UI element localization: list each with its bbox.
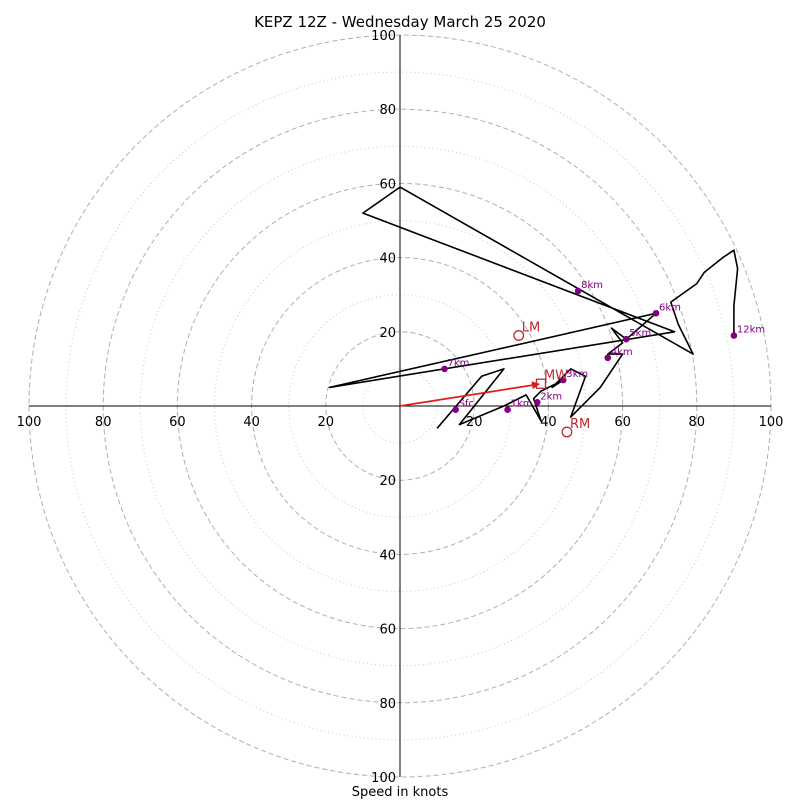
height-point xyxy=(559,376,567,384)
height-label: 7km xyxy=(448,358,470,369)
tick-label-south: 60 xyxy=(379,623,396,638)
height-point xyxy=(452,406,459,414)
tick-label-south: 20 xyxy=(379,474,396,489)
tick-label-north: 60 xyxy=(379,177,396,192)
hodograph-line xyxy=(328,186,739,429)
height-label: 4km xyxy=(611,347,633,358)
height-label: 6km xyxy=(659,302,681,313)
storm-motion-label: MW xyxy=(544,369,568,384)
height-point xyxy=(623,335,630,343)
height-label: 2km xyxy=(540,391,562,402)
tick-labels: 20 20 20 20 40 40 40 40 60 60 60 60 80 80 80 80 100 100 10… xyxy=(17,29,784,786)
tick-label-east: 40 xyxy=(540,415,557,430)
height-point xyxy=(730,332,738,339)
height-point xyxy=(533,398,541,406)
tick-label-east: 20 xyxy=(466,415,483,430)
tick-label-east: 100 xyxy=(759,415,784,430)
tick-label-south: 100 xyxy=(371,771,396,786)
tick-label-west: 60 xyxy=(169,415,186,430)
height-point xyxy=(652,309,660,317)
height-label: 5km xyxy=(629,328,651,339)
tick-label-north: 40 xyxy=(379,252,396,267)
tick-label-east: 60 xyxy=(614,415,631,430)
height-markers: Sfc 1km 2km 3km 4km 5km 6km 7km 8km 12km xyxy=(441,280,765,414)
tick-label-north: 100 xyxy=(371,29,396,44)
tick-label-east: 80 xyxy=(689,415,706,430)
tick-label-west: 80 xyxy=(95,415,112,430)
storm-motion-label: RM xyxy=(570,417,590,432)
height-point xyxy=(574,287,582,295)
hodograph-trace xyxy=(328,186,739,429)
tick-label-west: 40 xyxy=(243,415,260,430)
tick-label-north: 20 xyxy=(379,326,396,341)
tick-label-west: 20 xyxy=(318,415,335,430)
tick-label-south: 80 xyxy=(379,697,396,712)
height-label: 3km xyxy=(566,369,588,380)
x-axis-label: Speed in knots xyxy=(352,785,449,800)
height-label: Sfc xyxy=(459,399,474,410)
storm-motions: LM MW RM xyxy=(399,321,590,438)
storm-motion-marker xyxy=(513,330,525,341)
height-label: 8km xyxy=(581,280,603,291)
storm-motion-marker xyxy=(535,378,547,389)
height-label: 1km xyxy=(511,399,533,410)
mean-wind-vector xyxy=(399,381,540,407)
storm-motion-marker xyxy=(561,426,573,438)
storm-motion-label: LM xyxy=(522,321,540,336)
chart-title: KEPZ 12Z - Wednesday March 25 2020 xyxy=(254,13,546,31)
height-label: 12km xyxy=(737,325,765,336)
tick-label-west: 100 xyxy=(17,415,42,430)
height-point xyxy=(441,365,448,373)
height-point xyxy=(604,354,612,362)
tick-label-south: 40 xyxy=(379,548,396,563)
tick-label-north: 80 xyxy=(379,103,396,118)
height-point xyxy=(504,406,511,414)
